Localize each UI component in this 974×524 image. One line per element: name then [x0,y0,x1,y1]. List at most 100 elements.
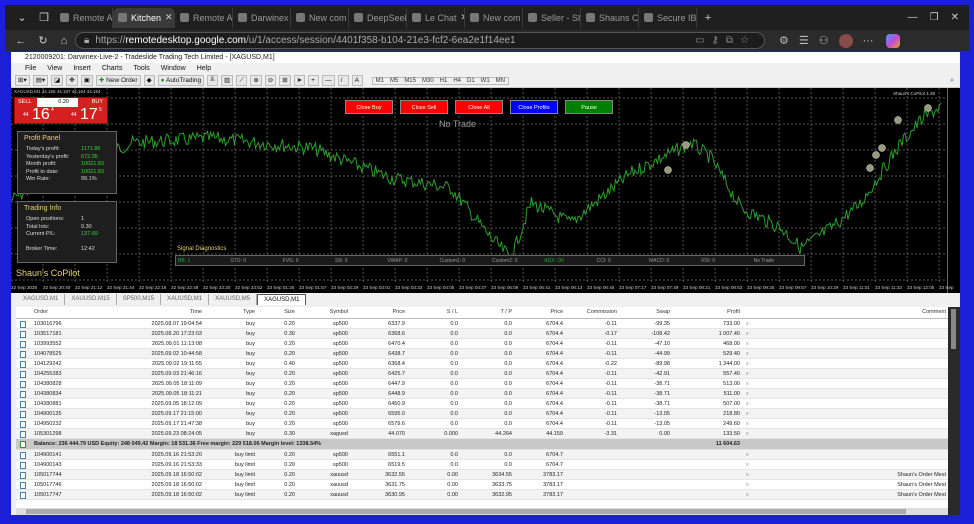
chart-tab[interactable]: XAGUSD,M1 [257,294,307,305]
profiles-icon[interactable]: ▤▾ [32,75,49,86]
buy-price[interactable]: 17 [80,106,98,123]
sell-button[interactable]: SELL [18,99,32,105]
autotrading-button[interactable]: ● AutoTrading [157,75,205,86]
timeframe-button[interactable]: M15 [404,77,416,84]
maximize-icon[interactable]: ❐ [929,12,939,23]
close-order-icon[interactable]: x [746,381,749,387]
menu-item[interactable]: View [47,65,63,72]
chart-action-button[interactable]: Close Buy [345,100,393,114]
profile-avatar[interactable] [838,33,853,48]
close-order-icon[interactable]: x [746,492,749,498]
chart-tab[interactable]: XAGUSD,M1 [17,294,66,305]
close-tab-icon[interactable]: ✕ [165,12,173,22]
table-row[interactable]: 104380828 2025.09.05 18:11:09 buy 0.20 sp500… [16,379,948,389]
timeframe-button[interactable]: M5 [389,77,399,84]
vertical-scrollbar[interactable] [948,307,960,515]
browser-tab[interactable]: Secure IB✕ [639,7,697,28]
minimize-icon[interactable]: — [907,12,918,23]
pending-order-row[interactable]: 104900143 2025.09.16 21:53:33 buy limit 0.2… [16,460,948,470]
timeframe-button[interactable]: MN [495,77,506,84]
lot-size-input[interactable]: 0.20 [37,98,78,107]
workspaces-icon[interactable]: ❐ [39,12,49,24]
close-order-icon[interactable]: x [746,431,749,437]
tab-list-chevron-icon[interactable]: ⌄ [17,12,27,24]
browser-extensions-icon[interactable]: ⚙☰⚇ [779,35,839,47]
chart-action-button[interactable]: Pause [565,100,613,114]
table-row[interactable]: 104900135 2025.09.17 21:15:00 buy 0.20 sp500… [16,409,948,419]
buy-button[interactable]: BUY [91,99,103,105]
trendline-icon[interactable]: / [337,75,349,86]
browser-tab[interactable]: Remote A✕ [175,7,233,28]
chart-action-button[interactable]: Close Profits [510,100,558,114]
menu-item[interactable]: Charts [101,65,123,72]
table-row[interactable]: 104129242 2025.09.02 19:11:55 buy 0.40 sp500… [16,359,948,369]
close-window-icon[interactable]: ✕ [950,12,959,23]
close-tab-icon[interactable]: ✕ [461,12,464,23]
search-icon[interactable]: ⌕ [950,76,954,84]
hline-icon[interactable]: — [322,75,335,86]
table-row[interactable]: 104078525 2025.09.02 10:44:58 buy 0.20 sp500… [16,349,948,359]
home-icon[interactable]: ⌂ [60,34,68,47]
reload-icon[interactable]: ↻ [38,35,48,47]
close-order-icon[interactable]: x [746,401,749,407]
price-chart[interactable]: XAGUSD,M1 44.165 44.187 44.164 44.164 SE… [11,88,947,283]
menu-item[interactable]: Window [160,65,186,72]
chart-tab[interactable]: XAUUSD,M5 [209,294,258,305]
browser-tab[interactable]: DeepSeek✕ [349,7,407,28]
browser-tab[interactable]: Darwinex✕ [233,7,291,28]
back-icon[interactable]: ← [15,34,27,47]
browser-tab[interactable]: Shauns C✕ [581,7,639,28]
new-chart-icon[interactable]: ⊞▾ [15,75,30,86]
chart-tab[interactable]: XAUUSD,M1 [161,294,210,305]
new-order-button[interactable]: ✚ New Order [95,75,141,86]
text-icon[interactable]: A [351,75,363,86]
timeframe-button[interactable]: M30 [421,77,434,84]
pending-order-row[interactable]: 105017746 2025.09.18 16:50:02 buy limit 0.2… [16,480,948,490]
pending-order-row[interactable]: 104900141 2025.09.16 21:53:20 buy limit 0.2… [16,450,948,460]
close-order-icon[interactable]: x [746,391,749,397]
chart-tab[interactable]: XAUUSD,M15 [65,294,117,305]
menu-item[interactable]: Tools [133,65,150,72]
browser-tab[interactable]: Le Chat✕ [407,7,465,28]
navigator-icon[interactable]: ✥ [66,75,78,86]
new-tab-button[interactable]: + [704,11,712,24]
timeframe-button[interactable]: H4 [453,77,461,84]
close-order-icon[interactable]: x [746,452,749,458]
chart-action-button[interactable]: Close Sell [400,100,448,114]
candlestick-icon[interactable]: ▥ [221,75,234,86]
close-order-icon[interactable]: x [746,411,749,417]
pending-order-row[interactable]: 105017747 2025.09.18 16:50:02 buy limit 0.2… [16,490,948,500]
table-row[interactable]: 104950232 2025.09.17 21:47:38 buy 0.20 sp500… [16,419,948,429]
zoom-in-icon[interactable]: ⊕ [250,75,262,86]
close-order-icon[interactable]: x [746,472,749,478]
more-menu-icon[interactable]: ··· [862,34,874,47]
table-row[interactable]: 103016796 2025.08.07 19:04:54 buy 0.20 sp500… [16,319,948,329]
favorite-star-icon[interactable]: ▭⚷⧉☆ [695,35,756,46]
chart-tab[interactable]: SP500,M15 [117,294,162,305]
metaeditor-icon[interactable]: ◆ [143,75,155,86]
address-input[interactable]: 🔒︎ https://remotedesktop.google.com/u/1/… [75,32,765,49]
menu-item[interactable]: Insert [73,65,91,72]
close-order-icon[interactable]: x [746,371,749,377]
close-order-icon[interactable]: x [746,331,749,337]
table-row[interactable]: 103517181 2025.08.20 17:23:03 buy 0.30 sp500… [16,329,948,339]
crosshair-icon[interactable]: + [308,75,320,86]
timeframe-button[interactable]: W1 [480,77,490,84]
close-order-icon[interactable]: x [746,462,749,468]
table-row[interactable]: 104380834 2025.09.05 18:11:21 buy 0.20 sp500… [16,389,948,399]
browser-tab[interactable]: New com✕ [291,7,349,28]
copilot-icon[interactable] [885,33,900,48]
bar-chart-icon[interactable]: ╨ [207,75,219,86]
chart-action-button[interactable]: Close All [455,100,503,114]
table-row[interactable]: 104255283 2025.09.03 21:46:16 buy 0.20 sp500… [16,369,948,379]
table-row[interactable]: 105301298 2025.09.23 08:24:05 buy 0.30 xagus… [16,429,948,439]
sell-price[interactable]: 16 [32,106,50,123]
zoom-out-icon[interactable]: ⊖ [264,75,277,86]
line-chart-icon[interactable]: ⟋ [236,75,248,86]
browser-tab[interactable]: New com✕ [465,7,523,28]
browser-tab[interactable]: Kitchen ✕ [113,7,175,28]
timeframe-button[interactable]: H1 [439,77,448,84]
menu-item[interactable]: File [25,65,37,72]
browser-tab[interactable]: Seller - Sh✕ [523,7,581,28]
timeframe-button[interactable]: M1 [375,77,384,84]
